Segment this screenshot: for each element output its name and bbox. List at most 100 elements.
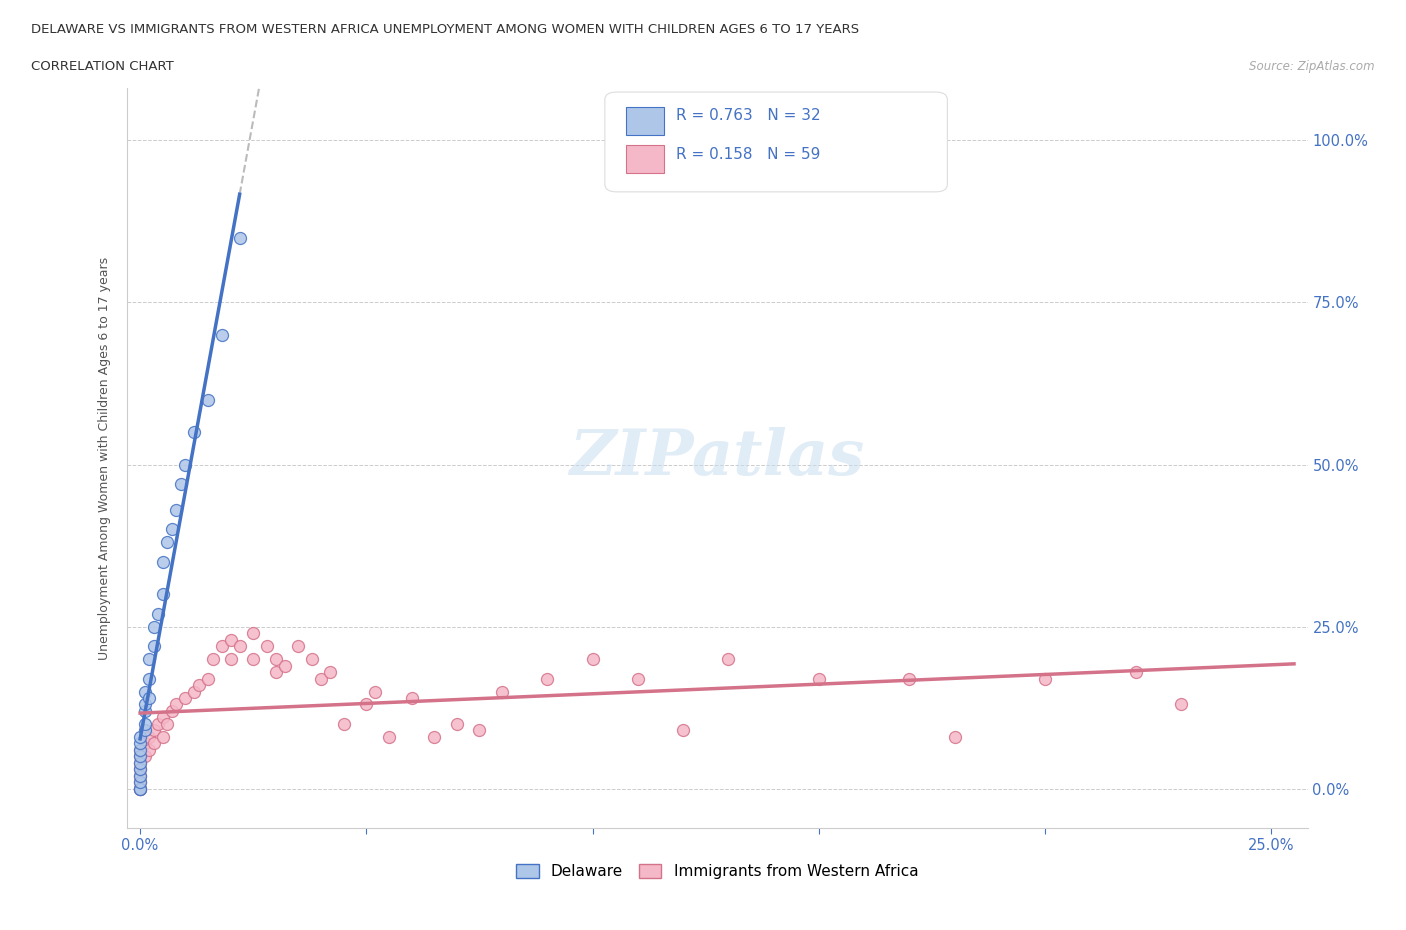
Point — [129, 742, 152, 757]
Point — [1033, 671, 1056, 686]
Point — [129, 781, 152, 796]
Point — [129, 749, 152, 764]
Point — [672, 723, 695, 737]
FancyBboxPatch shape — [626, 145, 664, 173]
Point — [134, 749, 156, 764]
Point — [129, 775, 152, 790]
Point — [160, 522, 183, 537]
Point — [129, 781, 152, 796]
Point — [256, 639, 278, 654]
Point — [627, 671, 650, 686]
Point — [201, 652, 224, 667]
Point — [898, 671, 921, 686]
Point — [152, 554, 174, 569]
Point — [142, 723, 165, 737]
Point — [332, 716, 354, 731]
Text: R = 0.158   N = 59: R = 0.158 N = 59 — [676, 147, 820, 163]
Point — [264, 665, 287, 680]
Point — [152, 729, 174, 744]
Point — [274, 658, 297, 673]
Text: Source: ZipAtlas.com: Source: ZipAtlas.com — [1250, 60, 1375, 73]
Point — [174, 457, 197, 472]
Point — [138, 671, 160, 686]
Point — [156, 535, 179, 550]
Point — [581, 652, 603, 667]
Point — [129, 762, 152, 777]
FancyBboxPatch shape — [626, 107, 664, 135]
Text: R = 0.763   N = 32: R = 0.763 N = 32 — [676, 108, 820, 123]
Point — [1170, 698, 1192, 712]
Point — [287, 639, 309, 654]
Point — [446, 716, 468, 731]
Point — [129, 755, 152, 770]
Point — [129, 775, 152, 790]
Point — [401, 691, 423, 706]
Point — [211, 327, 233, 342]
Point — [134, 698, 156, 712]
Point — [264, 652, 287, 667]
Point — [138, 742, 160, 757]
Point — [148, 606, 170, 621]
Point — [134, 716, 156, 731]
Point — [378, 729, 401, 744]
Point — [138, 652, 160, 667]
Point — [309, 671, 332, 686]
Point — [129, 781, 152, 796]
Point — [468, 723, 491, 737]
Point — [165, 502, 187, 517]
Point — [129, 729, 152, 744]
Point — [129, 749, 152, 764]
Point — [134, 723, 156, 737]
Point — [129, 736, 152, 751]
Point — [134, 684, 156, 699]
Point — [211, 639, 233, 654]
Point — [129, 762, 152, 777]
Point — [129, 781, 152, 796]
Point — [142, 619, 165, 634]
Point — [129, 742, 152, 757]
Legend: Delaware, Immigrants from Western Africa: Delaware, Immigrants from Western Africa — [508, 857, 927, 886]
Point — [228, 639, 250, 654]
Text: ZIPatlas: ZIPatlas — [569, 427, 865, 489]
Point — [807, 671, 830, 686]
Point — [129, 755, 152, 770]
Point — [242, 652, 264, 667]
Point — [356, 698, 378, 712]
Point — [183, 684, 205, 699]
Point — [228, 230, 250, 245]
Point — [219, 652, 242, 667]
Point — [183, 425, 205, 440]
Point — [152, 710, 174, 724]
Point — [491, 684, 513, 699]
Text: DELAWARE VS IMMIGRANTS FROM WESTERN AFRICA UNEMPLOYMENT AMONG WOMEN WITH CHILDRE: DELAWARE VS IMMIGRANTS FROM WESTERN AFRI… — [31, 23, 859, 36]
Point — [160, 703, 183, 718]
FancyBboxPatch shape — [605, 92, 948, 192]
Point — [187, 678, 209, 693]
Point — [301, 652, 323, 667]
Point — [134, 736, 156, 751]
Point — [142, 639, 165, 654]
Point — [156, 716, 179, 731]
Point — [319, 665, 342, 680]
Point — [423, 729, 446, 744]
Point — [170, 476, 193, 491]
Point — [717, 652, 740, 667]
Point — [129, 768, 152, 783]
Point — [138, 729, 160, 744]
Point — [134, 703, 156, 718]
Point — [174, 691, 197, 706]
Point — [142, 736, 165, 751]
Y-axis label: Unemployment Among Women with Children Ages 6 to 17 years: Unemployment Among Women with Children A… — [97, 257, 111, 659]
Point — [943, 729, 966, 744]
Point — [536, 671, 558, 686]
Point — [165, 698, 187, 712]
Point — [129, 768, 152, 783]
Point — [219, 632, 242, 647]
Point — [242, 626, 264, 641]
Point — [197, 671, 219, 686]
Point — [152, 587, 174, 602]
Point — [1125, 665, 1147, 680]
Text: CORRELATION CHART: CORRELATION CHART — [31, 60, 174, 73]
Point — [138, 691, 160, 706]
Point — [197, 392, 219, 407]
